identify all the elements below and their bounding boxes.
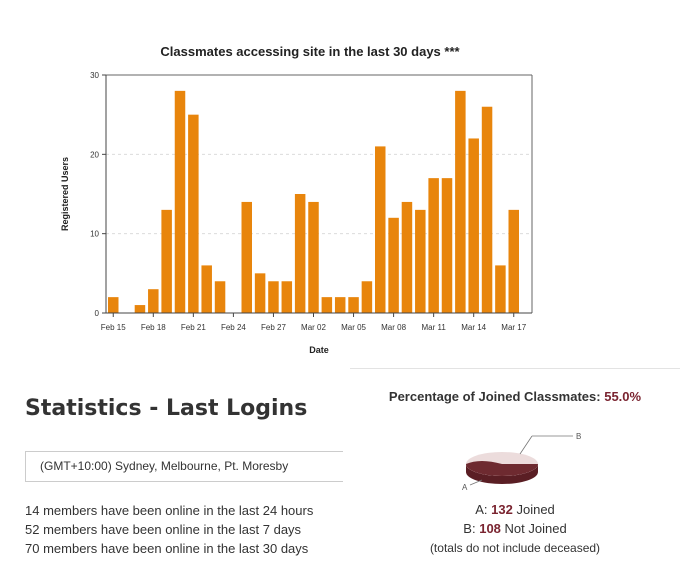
x-tick-label: Mar 14 [461, 323, 486, 332]
bar [268, 281, 279, 313]
timezone-select[interactable]: (GMT+10:00) Sydney, Melbourne, Pt. Mores… [25, 451, 343, 482]
legend-not-joined: B: 108 Not Joined [350, 521, 680, 536]
bar [134, 305, 146, 313]
stats-title: Statistics - Last Logins [25, 396, 308, 421]
x-tick-label: Mar 05 [341, 323, 366, 332]
callout-b-line [519, 435, 533, 455]
online-7d-text: 52 members have been online in the last … [25, 522, 302, 537]
bar [174, 90, 186, 313]
pie-note: (totals do not include deceased) [429, 541, 601, 555]
bar [308, 201, 319, 313]
bar [214, 281, 226, 313]
bar [375, 146, 386, 313]
bar [428, 178, 439, 313]
bar-chart: 0 10 20 30 Feb 15 Feb 18 Feb 21 Feb 24 Feb 27 Mar… [60, 71, 533, 355]
section-divider [350, 368, 680, 369]
x-tick-label: Feb 18 [141, 323, 166, 332]
y-tick-label: 20 [90, 150, 99, 159]
bar [201, 265, 212, 313]
legend-joined-letter: A: [475, 502, 488, 517]
bar [321, 297, 333, 313]
x-tick-label: Mar 08 [381, 323, 406, 332]
bar [455, 90, 466, 313]
bar [361, 281, 373, 313]
bar [495, 265, 506, 313]
callout-b-label: B [576, 432, 581, 441]
y-tick-label: 0 [95, 309, 100, 318]
bar [508, 209, 519, 313]
x-tick-label: Feb 24 [221, 323, 246, 332]
legend-not-joined-letter: B: [463, 521, 476, 536]
bar [441, 178, 453, 313]
legend-not-joined-label: Not Joined [504, 521, 567, 536]
legend-joined: A: 132 Joined [350, 502, 680, 517]
y-tick-label: 10 [90, 230, 99, 239]
joined-percent: 55.0% [604, 389, 642, 404]
bar [294, 194, 306, 313]
x-tick-label: Feb 21 [181, 323, 206, 332]
x-tick-label: Mar 11 [421, 323, 446, 332]
bar [481, 106, 493, 313]
pie-heading-label: Percentage of Joined Classmates: [388, 389, 605, 404]
callout-a-line [469, 479, 483, 486]
y-axis-label: Registered Users [60, 157, 70, 231]
bar [254, 273, 266, 313]
y-tick-label: 30 [90, 71, 99, 80]
legend-joined-label: Joined [516, 502, 555, 517]
bar [108, 297, 119, 313]
bar [348, 297, 359, 313]
x-tick-label: Mar 17 [501, 323, 526, 332]
online-30d-text: 70 members have been online in the last … [25, 541, 309, 556]
bar [281, 281, 293, 313]
bar [415, 209, 426, 313]
x-tick-label: Feb 27 [261, 323, 286, 332]
pie-heading: Percentage of Joined Classmates: 55.0% [350, 389, 680, 404]
bar [401, 201, 413, 313]
bar [468, 138, 479, 313]
pie-slice-joined [466, 461, 538, 476]
bar [241, 201, 252, 313]
pie-chart: B A [462, 432, 581, 492]
bar [161, 209, 172, 313]
pie-side-joined [466, 464, 538, 484]
bar [388, 217, 399, 313]
online-24h-text: 14 members have been online in the last … [25, 503, 314, 518]
bar [188, 114, 199, 314]
x-axis-label: Date [309, 345, 329, 355]
legend-not-joined-count: 108 [479, 521, 501, 536]
callout-a-label: A [462, 483, 468, 492]
bar [148, 289, 159, 313]
chart-title: Classmates accessing site in the last 30… [160, 44, 460, 59]
x-tick-label: Mar 02 [301, 323, 326, 332]
bar [334, 297, 346, 313]
legend-joined-count: 132 [491, 502, 513, 517]
x-tick-label: Feb 15 [101, 323, 126, 332]
